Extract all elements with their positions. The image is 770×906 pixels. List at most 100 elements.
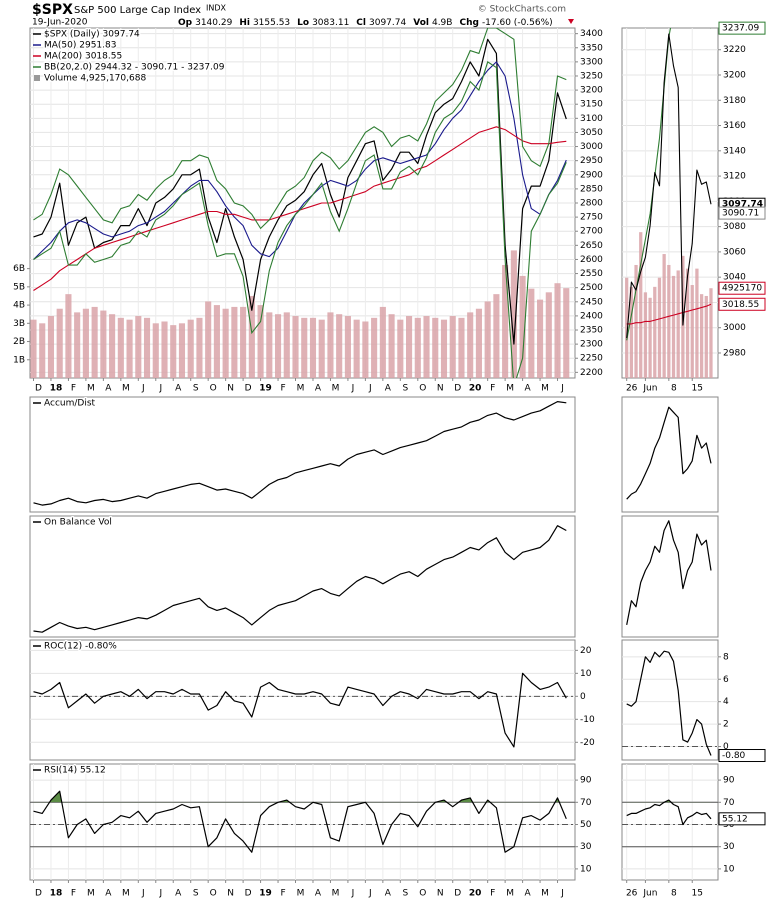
volume-bar (371, 317, 378, 378)
y-tick-label: 3200 (580, 86, 603, 96)
y2-tick-label: 5B (13, 282, 25, 292)
x-tick-label: 15 (692, 384, 703, 394)
y-tick-label: 3300 (580, 57, 603, 67)
quote-label: Lo (297, 18, 309, 28)
x-tick-label: J (351, 384, 355, 394)
y-tick-label: 3050 (580, 128, 603, 138)
volume-bar (47, 316, 55, 378)
quote-label: Cl (356, 18, 366, 28)
value-tag (718, 297, 766, 311)
volume-bar (423, 316, 430, 378)
volume-bar (643, 292, 648, 378)
y-tick-label: 3080 (723, 222, 746, 232)
value-tag-label: 3018.55 (722, 300, 759, 310)
volume-bar (563, 288, 570, 378)
volume-bar (309, 317, 317, 378)
volume-bar (704, 295, 708, 378)
y-tick-label: 2 (723, 720, 729, 730)
x-tick-label: S (193, 889, 199, 899)
quote-label: Chg (459, 18, 478, 28)
x-tick-label: F (71, 889, 76, 899)
volume-bar (519, 275, 526, 378)
volume-bar (709, 288, 713, 378)
volume-bar (667, 264, 671, 378)
volume-bar (205, 301, 212, 378)
volume-bar (554, 283, 561, 378)
value-tag (718, 812, 766, 826)
x-tick-label: N (227, 889, 234, 899)
volume-bar (676, 270, 680, 378)
x-tick-label: S (402, 384, 408, 394)
x-tick-label: Jun (642, 889, 657, 899)
panel-frame (29, 639, 576, 761)
legend-label: Volume 4,925,170,688 (44, 74, 146, 84)
x-tick-label: J (368, 889, 372, 899)
volume-bar (699, 294, 704, 378)
x-tick-label: M (122, 889, 130, 899)
plot-area (30, 764, 575, 880)
security-name: S&P 500 Large Cap Index (74, 5, 201, 16)
volume-bar (161, 321, 168, 378)
x-tick-label: 26 (626, 889, 638, 899)
x-tick-label: M (506, 384, 514, 394)
y-tick-label: 3350 (580, 43, 603, 53)
volume-bar (117, 317, 124, 378)
x-tick-label: Jun (642, 384, 657, 394)
value-tag (718, 749, 766, 763)
panel-frame (621, 396, 719, 513)
x-tick-label: M (122, 384, 130, 394)
y-tick-label: 3040 (723, 273, 746, 283)
volume-bar (467, 312, 474, 378)
value-tag-label: 3090.71 (722, 209, 759, 219)
x-tick-label: J (141, 889, 145, 899)
volume-bar (545, 292, 552, 378)
plot-area (626, 406, 712, 500)
y-tick-label: 2850 (580, 184, 603, 194)
x-tick-label: M (87, 384, 95, 394)
x-tick-label: F (490, 889, 495, 899)
band-upper (33, 28, 567, 230)
x-tick-label: S (402, 889, 408, 899)
x-tick-label: A (315, 384, 322, 394)
y-tick-label: 2600 (580, 255, 603, 265)
x-tick-label: N (437, 889, 444, 899)
y-tick-label: 3400 (580, 29, 603, 39)
legend-label: BB(20,2.0) 2944.32 - 3090.71 - 3237.09 (44, 63, 225, 73)
date: 19-Jun-2020 (32, 18, 88, 28)
y-tick-label: 30 (580, 842, 592, 852)
volume-bar (344, 316, 351, 378)
volume-bar (695, 268, 699, 378)
volume-bar (187, 319, 194, 378)
x-tick-label: J (141, 384, 145, 394)
x-tick-label: J (158, 889, 162, 899)
volume-bar (432, 317, 439, 378)
legend-label: Accum/Dist (44, 399, 96, 409)
plot-area (622, 650, 718, 756)
y-tick-label: 10 (580, 669, 592, 679)
series-line (626, 799, 712, 826)
quote-value: 3097.74 (369, 18, 406, 28)
y-tick-label: 2350 (580, 326, 603, 336)
volume-bar (135, 316, 142, 378)
series-line (33, 672, 567, 748)
y2-tick-label: 2B (13, 337, 25, 347)
volume-bar (143, 317, 151, 378)
quote-value: 3155.53 (253, 18, 290, 28)
y-tick-label: 90 (723, 776, 735, 786)
x-tick-label: 18 (50, 889, 63, 899)
volume-bar (449, 316, 456, 378)
y-tick-label: 3150 (580, 100, 603, 110)
y-tick-label: 3000 (580, 142, 603, 152)
volume-bar (625, 277, 629, 378)
y-tick-label: 3220 (723, 45, 746, 55)
volume-bar (196, 317, 203, 378)
volume-bar (231, 306, 238, 378)
x-tick-label: A (105, 889, 112, 899)
value-tag-label: 4925170 (722, 284, 762, 294)
volume-bar (493, 294, 500, 378)
value-tag-label: -0.80 (722, 751, 746, 761)
series-line (626, 406, 712, 500)
value-tag-label: 3237.09 (722, 24, 759, 34)
y-tick-label: 8 (723, 652, 729, 662)
panel-frame (29, 515, 576, 638)
